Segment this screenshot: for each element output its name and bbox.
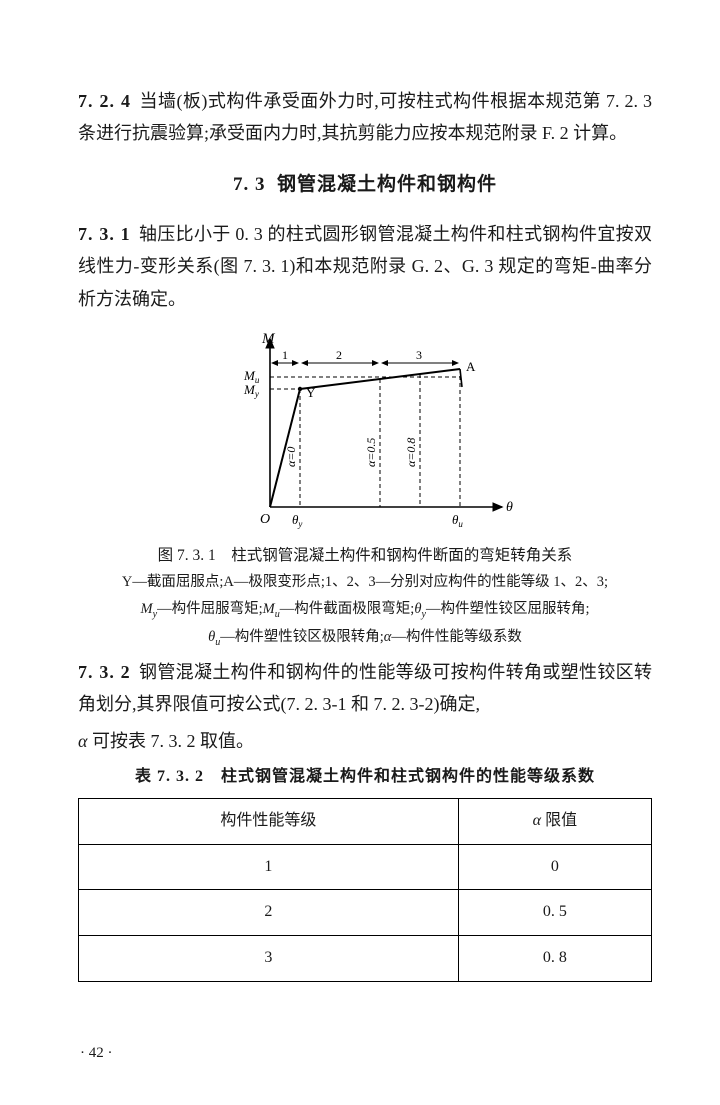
alpha-08: α=0.8 xyxy=(404,438,418,467)
figure-caption: 图 7. 3. 1 柱式钢管混凝土构件和钢构件断面的弯矩转角关系 xyxy=(78,543,652,569)
svg-text:θy: θy xyxy=(292,512,302,529)
cell: 1 xyxy=(79,844,459,890)
paragraph-732b: α α 可按表 7. 3. 2 取值。可按表 7. 3. 2 取值。 xyxy=(78,725,652,757)
para-text-724: 当墙(板)式构件承受面外力时,可按柱式构件根据本规范第 7. 2. 3 条进行抗… xyxy=(78,91,652,143)
section-title-73: 7. 3 钢管混凝土构件和钢构件 xyxy=(78,168,652,202)
axis-theta: θ xyxy=(506,500,513,515)
para-text-732: 钢管混凝土构件和钢构件的性能等级可按构件转角或塑性铰区转角划分,其界限值可按公式… xyxy=(78,662,652,714)
region-2: 2 xyxy=(336,348,342,362)
moment-rotation-diagram: M Mu My Y A 1 2 3 α=0 α=0.5 α=0.8 O θy θ… xyxy=(210,327,520,537)
cell: 2 xyxy=(79,890,459,936)
pt-A: A xyxy=(466,359,476,374)
figure-wrapper: M Mu My Y A 1 2 3 α=0 α=0.5 α=0.8 O θy θ… xyxy=(78,327,652,652)
figure-legend-2: My—构件屈服弯矩;Mu—构件截面极限弯矩;θy—构件塑性铰区屈服转角; xyxy=(78,596,652,624)
page-number: · 42 · xyxy=(80,1040,113,1067)
section-num: 7. 3 xyxy=(233,174,266,195)
region-3: 3 xyxy=(416,348,422,362)
para-num-732: 7. 3. 2 xyxy=(78,662,131,682)
section-name: 钢管混凝土构件和钢构件 xyxy=(277,174,497,195)
pt-Y: Y xyxy=(306,385,316,400)
col-header-2: α 限值 xyxy=(458,798,651,844)
para-text-731: 轴压比小于 0. 3 的柱式圆形钢管混凝土构件和柱式钢构件宜按双线性力-变形关系… xyxy=(78,224,652,309)
cell: 0 xyxy=(458,844,651,890)
figure-legend-3: θu—构件塑性铰区极限转角;α—构件性能等级系数 xyxy=(78,624,652,652)
paragraph-724: 7. 2. 4当墙(板)式构件承受面外力时,可按柱式构件根据本规范第 7. 2.… xyxy=(78,85,652,150)
table-header-row: 构件性能等级 α 限值 xyxy=(79,798,652,844)
col-header-1: 构件性能等级 xyxy=(79,798,459,844)
alpha-0: α=0 xyxy=(284,447,298,467)
region-1: 1 xyxy=(282,348,288,362)
table-row: 3 0. 8 xyxy=(79,936,652,982)
para-num-724: 7. 2. 4 xyxy=(78,91,131,111)
svg-text:θu: θu xyxy=(452,512,463,529)
table-row: 1 0 xyxy=(79,844,652,890)
para-num-731: 7. 3. 1 xyxy=(78,224,131,244)
figure-legend-1: Y—截面屈服点;A—极限变形点;1、2、3—分别对应构件的性能等级 1、2、3; xyxy=(78,569,652,595)
alpha-05: α=0.5 xyxy=(364,438,378,467)
table-row: 2 0. 5 xyxy=(79,890,652,936)
paragraph-732: 7. 3. 2钢管混凝土构件和钢构件的性能等级可按构件转角或塑性铰区转角划分,其… xyxy=(78,656,652,721)
paragraph-731: 7. 3. 1轴压比小于 0. 3 的柱式圆形钢管混凝土构件和柱式钢构件宜按双线… xyxy=(78,218,652,315)
cell: 3 xyxy=(79,936,459,982)
cell: 0. 5 xyxy=(458,890,651,936)
origin-O: O xyxy=(260,512,270,527)
table-title: 表 7. 3. 2 柱式钢管混凝土构件和柱式钢构件的性能等级系数 xyxy=(78,763,652,792)
performance-table: 构件性能等级 α 限值 1 0 2 0. 5 3 0. 8 xyxy=(78,798,652,982)
cell: 0. 8 xyxy=(458,936,651,982)
axis-M: M xyxy=(261,331,276,347)
